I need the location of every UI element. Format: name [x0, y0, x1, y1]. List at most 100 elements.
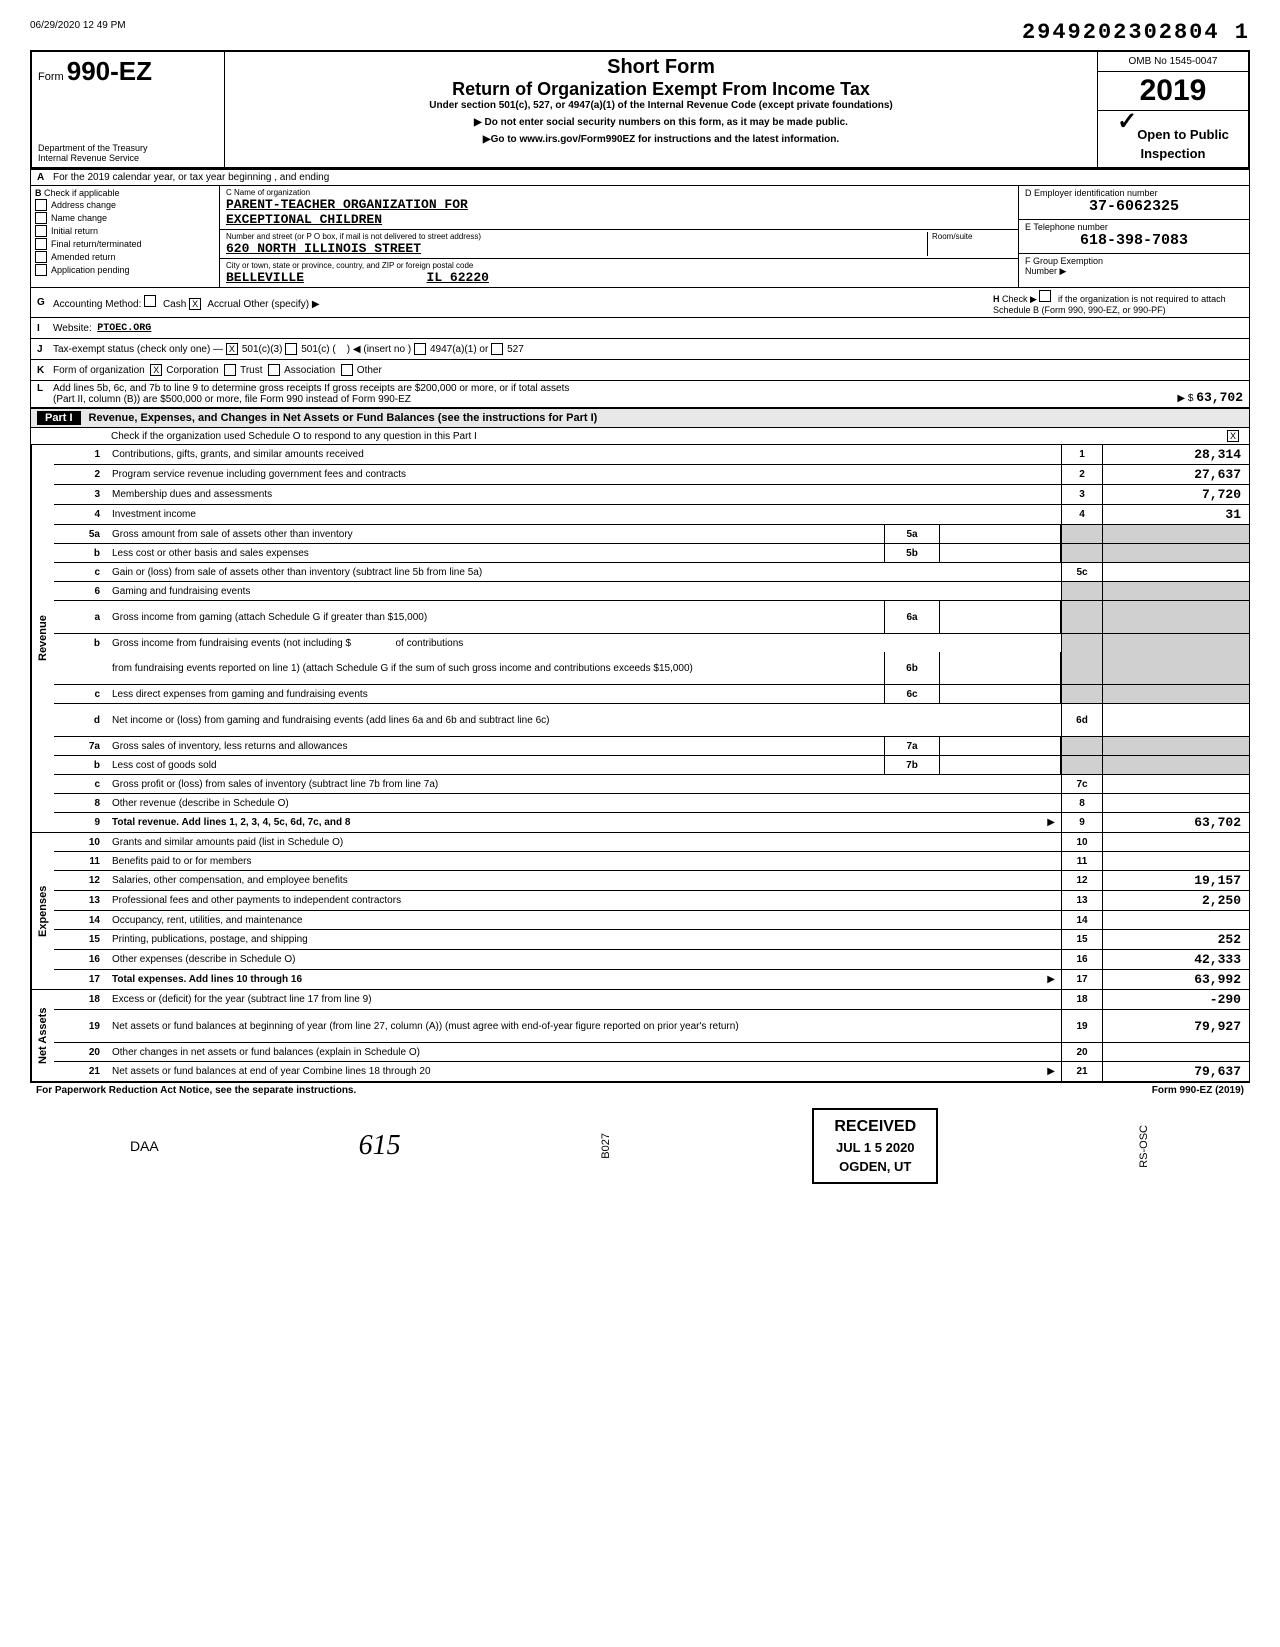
c-label: C Name of organization — [226, 188, 1012, 197]
street-label: Number and street (or P O box, if mail i… — [226, 232, 927, 241]
val-15: 252 — [1102, 930, 1249, 949]
checkbox-association[interactable] — [268, 364, 280, 376]
line-4: Investment income — [106, 505, 1061, 524]
i-label: Website: — [53, 323, 92, 334]
line-8: Other revenue (describe in Schedule O) — [106, 794, 1061, 812]
line-18: Excess or (deficit) for the year (subtra… — [106, 990, 1061, 1009]
ein: 37-6062325 — [1025, 198, 1243, 215]
side-revenue: Revenue — [31, 445, 54, 832]
val-9: 63,702 — [1102, 813, 1249, 832]
omb-number: OMB No 1545-0047 — [1098, 52, 1248, 72]
line-6: Gaming and fundraising events — [106, 582, 1061, 600]
sched-o-text: Check if the organization used Schedule … — [111, 431, 477, 442]
line-3: Membership dues and assessments — [106, 485, 1061, 504]
dln: 2949202302804 1 — [1022, 20, 1250, 45]
checkbox-schedule-b[interactable] — [1039, 290, 1051, 302]
val-16: 42,333 — [1102, 950, 1249, 969]
checkbox-other-org[interactable] — [341, 364, 353, 376]
j-label: Tax-exempt status (check only one) — — [53, 344, 223, 355]
received-stamp: RECEIVED JUL 1 5 2020 OGDEN, UT — [812, 1108, 938, 1184]
checkbox-initial-return[interactable] — [35, 225, 47, 237]
timestamp: 06/29/2020 12 49 PM — [30, 20, 126, 31]
f-label: F Group Exemption — [1025, 256, 1243, 266]
checkbox-address-change[interactable] — [35, 199, 47, 211]
checkbox-accrual[interactable]: X — [189, 298, 201, 310]
line-5c: Gain or (loss) from sale of assets other… — [106, 563, 1061, 581]
checkbox-501c3[interactable]: X — [226, 343, 238, 355]
phone: 618-398-7083 — [1025, 232, 1243, 249]
side-netassets: Net Assets — [31, 990, 54, 1081]
line-15: Printing, publications, postage, and shi… — [106, 930, 1061, 949]
line-9: Total revenue. Add lines 1, 2, 3, 4, 5c,… — [112, 817, 350, 828]
room-label: Room/suite — [932, 232, 1012, 241]
line-5b: Less cost or other basis and sales expen… — [106, 544, 884, 562]
checkbox-trust[interactable] — [224, 364, 236, 376]
form-label: Form — [38, 71, 64, 83]
line-21: Net assets or fund balances at end of ye… — [112, 1066, 431, 1077]
e-label: E Telephone number — [1025, 222, 1243, 232]
short-form-title: Short Form — [235, 56, 1087, 79]
line-1: Contributions, gifts, grants, and simila… — [106, 445, 1061, 464]
b027-stamp: B027 — [600, 1133, 612, 1159]
dept-treasury: Department of the Treasury — [38, 143, 218, 153]
checkbox-amended-return[interactable] — [35, 251, 47, 263]
line-17: Total expenses. Add lines 10 through 16 — [112, 974, 302, 985]
val-4: 31 — [1102, 505, 1249, 524]
checkbox-final-return[interactable] — [35, 238, 47, 250]
line-14: Occupancy, rent, utilities, and maintena… — [106, 911, 1061, 929]
line-6b1: Gross income from fundraising events (no… — [112, 638, 351, 649]
checkbox-corporation[interactable]: X — [150, 364, 162, 376]
dept-irs: Internal Revenue Service — [38, 153, 218, 163]
checkbox-application-pending[interactable] — [35, 264, 47, 276]
form-header: Form 990-EZ Department of the Treasury I… — [30, 50, 1250, 170]
subtitle: Under section 501(c), 527, or 4947(a)(1)… — [235, 100, 1087, 111]
val-1: 28,314 — [1102, 445, 1249, 464]
checkbox-4947[interactable] — [414, 343, 426, 355]
line-6c: Less direct expenses from gaming and fun… — [106, 685, 884, 703]
footer-right: Form 990-EZ (2019) — [1152, 1085, 1244, 1096]
line-16: Other expenses (describe in Schedule O) — [106, 950, 1061, 969]
k-label: Form of organization — [53, 365, 145, 376]
f-label2: Number ▶ — [1025, 266, 1243, 277]
checkbox-name-change[interactable] — [35, 212, 47, 224]
d-label: D Employer identification number — [1025, 188, 1243, 198]
tax-year: 2019 — [1098, 72, 1248, 111]
rsosc-stamp: RS-OSC — [1138, 1125, 1150, 1168]
instruction-web: ▶Go to www.irs.gov/Form990EZ for instruc… — [235, 134, 1087, 145]
val-21: 79,637 — [1102, 1062, 1249, 1081]
city-label: City or town, state or province, country… — [226, 261, 1012, 270]
line-6a: Gross income from gaming (attach Schedul… — [106, 601, 884, 633]
b-label: Check if applicable — [44, 188, 120, 198]
line-7b: Less cost of goods sold — [106, 756, 884, 774]
footer-left: For Paperwork Reduction Act Notice, see … — [36, 1085, 356, 1096]
side-expenses: Expenses — [31, 833, 54, 989]
handwritten-number: 615 — [359, 1130, 401, 1162]
line-13: Professional fees and other payments to … — [106, 891, 1061, 910]
checkbox-501c[interactable] — [285, 343, 297, 355]
val-17: 63,992 — [1102, 970, 1249, 989]
checkbox-527[interactable] — [491, 343, 503, 355]
line-6b3: from fundraising events reported on line… — [106, 652, 884, 684]
website: PTOEC.ORG — [97, 323, 151, 334]
org-name-2: EXCEPTIONAL CHILDREN — [226, 212, 1012, 227]
state-zip: IL 62220 — [427, 270, 489, 285]
city: BELLEVILLE — [226, 270, 304, 285]
l-text1: Add lines 5b, 6c, and 7b to line 9 to de… — [53, 383, 1177, 394]
val-18: -290 — [1102, 990, 1249, 1009]
val-13: 2,250 — [1102, 891, 1249, 910]
val-12: 19,157 — [1102, 871, 1249, 890]
public-inspection: ✓Open to Public Inspection — [1098, 111, 1248, 167]
part1-title: Revenue, Expenses, and Changes in Net As… — [89, 412, 598, 424]
daa: DAA — [130, 1138, 159, 1154]
line-12: Salaries, other compensation, and employ… — [106, 871, 1061, 890]
checkbox-schedule-o[interactable]: X — [1227, 430, 1239, 442]
street-address: 620 NORTH ILLINOIS STREET — [226, 241, 927, 256]
line-5a: Gross amount from sale of assets other t… — [106, 525, 884, 543]
instruction-ssn: ▶ Do not enter social security numbers o… — [235, 117, 1087, 128]
checkbox-cash[interactable] — [144, 295, 156, 307]
g-label: Accounting Method: — [53, 299, 141, 310]
gross-receipts: 63,702 — [1196, 390, 1243, 405]
main-title: Return of Organization Exempt From Incom… — [235, 79, 1087, 100]
line-2: Program service revenue including govern… — [106, 465, 1061, 484]
line-20: Other changes in net assets or fund bala… — [106, 1043, 1061, 1061]
